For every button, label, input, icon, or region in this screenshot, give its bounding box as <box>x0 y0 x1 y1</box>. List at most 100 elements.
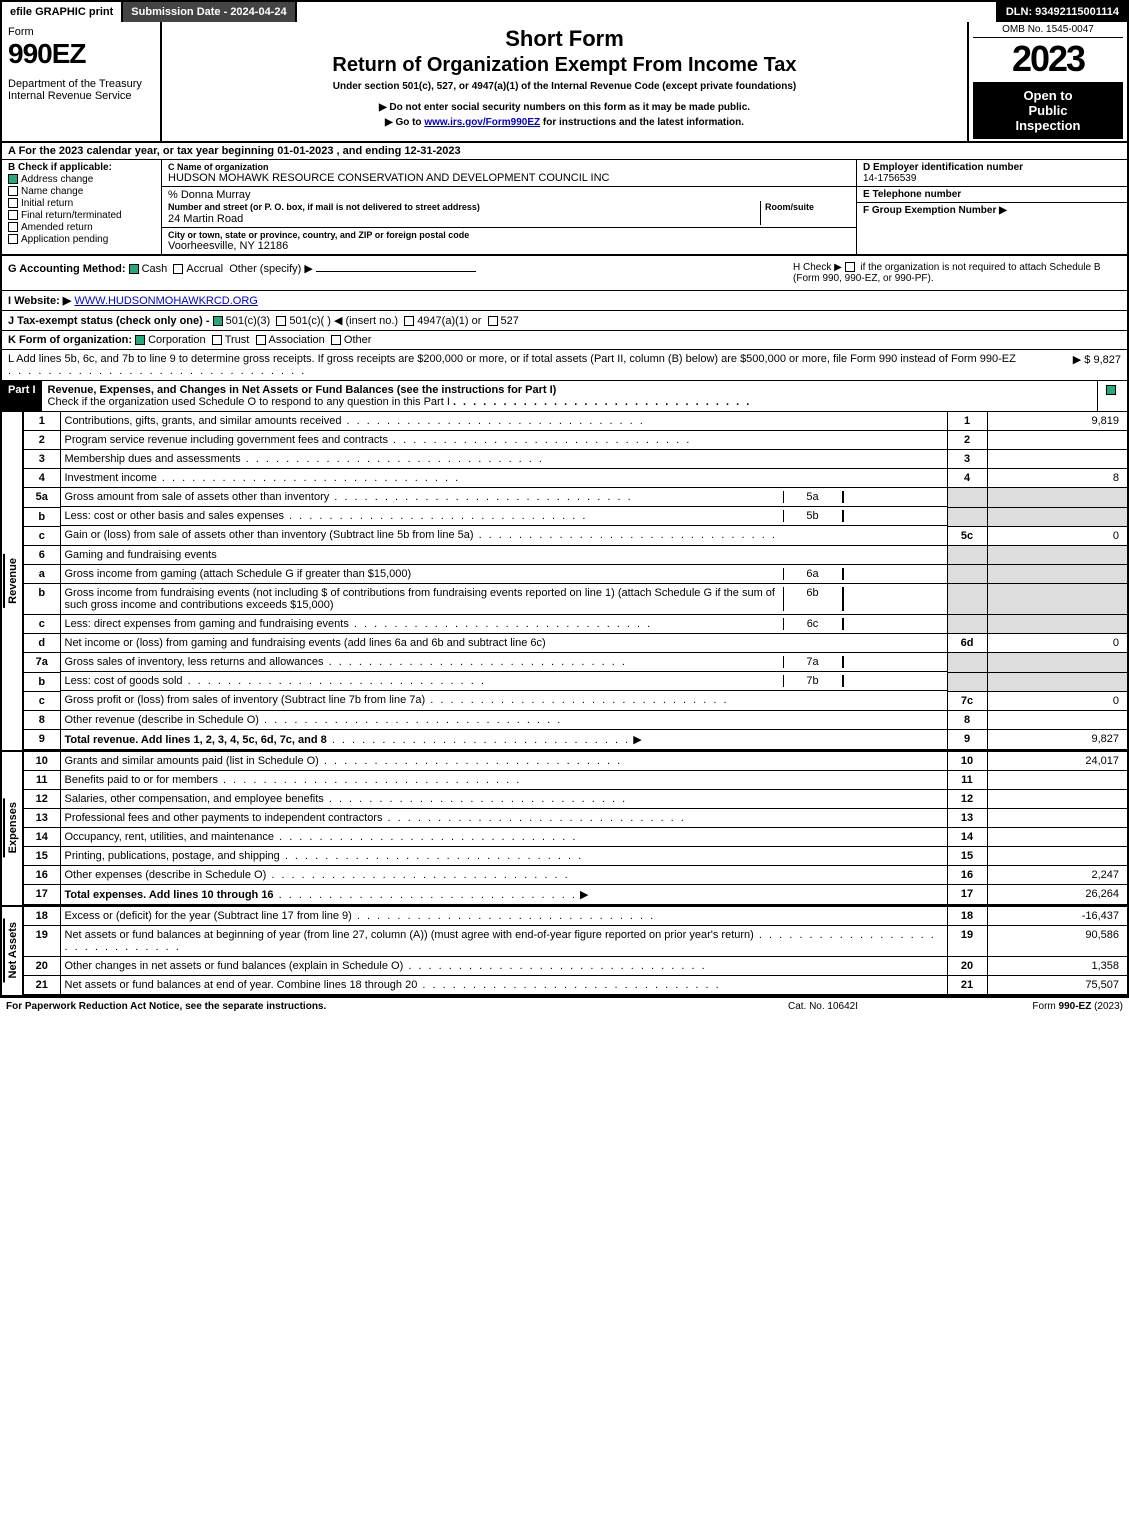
dotfill <box>324 656 627 668</box>
checkbox-icon <box>8 186 18 196</box>
line-desc: Net assets or fund balances at beginning… <box>65 929 754 941</box>
website-link[interactable]: WWW.HUDSONMOHAWKRCD.ORG <box>74 295 258 307</box>
ein-value: 14-1756539 <box>863 173 1121 184</box>
checkbox-icon <box>276 316 286 326</box>
line-ref-shade <box>947 653 987 673</box>
part-1-schedo-text: Check if the organization used Schedule … <box>48 396 450 408</box>
line-desc: Benefits paid to or for members <box>65 774 218 786</box>
room-label: Room/suite <box>765 202 814 212</box>
line-ref: 13 <box>947 808 987 827</box>
checkbox-icon <box>845 262 855 272</box>
line-amount-shade <box>987 564 1127 584</box>
line-num: 1 <box>24 412 60 431</box>
part-1-label: Part I <box>2 381 42 411</box>
line-desc: Other revenue (describe in Schedule O) <box>65 714 259 726</box>
checkbox-icon <box>129 264 139 274</box>
footer-left: For Paperwork Reduction Act Notice, see … <box>6 1001 723 1012</box>
sub-ref: 7b <box>783 675 843 687</box>
b-title: B Check if applicable: <box>8 162 155 173</box>
line-num: 18 <box>24 907 60 926</box>
street-label: Number and street (or P. O. box, if mail… <box>168 202 480 212</box>
expenses-section: Expenses 10Grants and similar amounts pa… <box>2 752 1127 907</box>
line-2: 2Program service revenue including gover… <box>24 431 1127 450</box>
line-ref-shade <box>947 584 987 615</box>
line-ref: 9 <box>947 729 987 749</box>
line-num: 7a <box>24 653 60 673</box>
expenses-vlabel: Expenses <box>3 798 21 857</box>
dotfill <box>349 618 652 630</box>
line-amount: 2,247 <box>987 865 1127 884</box>
line-desc: Occupancy, rent, utilities, and maintena… <box>65 831 275 843</box>
check-name-change[interactable]: Name change <box>8 186 155 197</box>
checkbox-icon[interactable] <box>1106 385 1116 395</box>
open-line-3: Inspection <box>975 118 1121 133</box>
checkbox-icon <box>404 316 414 326</box>
care-of: % Donna Murray <box>168 189 850 201</box>
checkbox-icon <box>488 316 498 326</box>
line-5c: cGain or (loss) from sale of assets othe… <box>24 526 1127 545</box>
row-h: H Check ▶ if the organization is not req… <box>787 256 1127 290</box>
dotfill <box>8 365 306 377</box>
check-application-pending[interactable]: Application pending <box>8 234 155 245</box>
line-amount: 0 <box>987 634 1127 653</box>
line-18: 18Excess or (deficit) for the year (Subt… <box>24 907 1127 926</box>
line-ref: 19 <box>947 925 987 956</box>
line-amount-shade <box>987 507 1127 526</box>
line-num: a <box>24 564 60 584</box>
line-amount: 9,827 <box>987 729 1127 749</box>
header-right: OMB No. 1545-0047 2023 Open to Public In… <box>967 22 1127 141</box>
row-j: J Tax-exempt status (check only one) - 5… <box>2 311 1127 331</box>
sub-ref: 5a <box>783 491 843 503</box>
netassets-vlabel-cell: Net Assets <box>2 907 24 995</box>
check-initial-return[interactable]: Initial return <box>8 198 155 209</box>
row-g: G Accounting Method: Cash Accrual Other … <box>2 256 787 290</box>
part-1-title: Revenue, Expenses, and Changes in Net As… <box>42 381 1097 411</box>
line-desc: Contributions, gifts, grants, and simila… <box>65 415 342 427</box>
line-amount <box>987 450 1127 469</box>
dotfill <box>388 434 691 446</box>
sub-ref: 6b <box>783 587 843 611</box>
section-b-to-f: B Check if applicable: Address change Na… <box>2 160 1127 256</box>
c-street-block: % Donna Murray Number and street (or P. … <box>162 187 856 228</box>
line-desc: Program service revenue including govern… <box>65 434 388 446</box>
check-address-change[interactable]: Address change <box>8 174 155 185</box>
dotfill <box>324 793 627 805</box>
line-num: 3 <box>24 450 60 469</box>
checkbox-icon <box>8 210 18 220</box>
irs-link[interactable]: www.irs.gov/Form990EZ <box>424 117 540 128</box>
line-num: 12 <box>24 789 60 808</box>
line-ref-shade <box>947 564 987 584</box>
line-num: c <box>24 615 60 634</box>
check-final-return[interactable]: Final return/terminated <box>8 210 155 221</box>
line-14: 14 Occupancy, rent, utilities, and mainte… <box>24 827 1127 846</box>
line-amount-shade <box>987 488 1127 508</box>
j-527: 527 <box>501 315 519 327</box>
line-5b: bLess: cost or other basis and sales exp… <box>24 507 1127 526</box>
dln-label: DLN: 93492115001114 <box>998 2 1127 22</box>
line-desc: Salaries, other compensation, and employ… <box>65 793 324 805</box>
j-501c: 501(c)( ) ◀ (insert no.) <box>289 315 398 327</box>
check-amended-return[interactable]: Amended return <box>8 222 155 233</box>
dotfill <box>403 960 706 972</box>
footer-right: Form 990-EZ (2023) <box>923 1001 1123 1012</box>
h-text-1: H Check ▶ <box>793 262 842 273</box>
dotfill <box>341 415 644 427</box>
line-3: 3Membership dues and assessments3 <box>24 450 1127 469</box>
line-desc: Investment income <box>65 472 157 484</box>
footer-center: Cat. No. 10642I <box>723 1001 923 1012</box>
omb-label: OMB No. 1545-0047 <box>973 24 1123 38</box>
line-num: 6 <box>24 545 60 564</box>
line-16: 16Other expenses (describe in Schedule O… <box>24 865 1127 884</box>
line-amount <box>987 431 1127 450</box>
c-name-label: C Name of organization <box>168 162 850 172</box>
dotfill <box>280 850 583 862</box>
line-amount-shade <box>987 615 1127 634</box>
checkbox-icon <box>8 174 18 184</box>
line-desc: Gross income from fundraising events (no… <box>65 587 783 611</box>
line-num: b <box>24 672 60 691</box>
header-row: Form 990EZ Department of the Treasury In… <box>2 22 1127 143</box>
street-value: 24 Martin Road <box>168 213 760 225</box>
line-8: 8Other revenue (describe in Schedule O)8 <box>24 710 1127 729</box>
line-num: 14 <box>24 827 60 846</box>
sub-ref: 6a <box>783 568 843 580</box>
